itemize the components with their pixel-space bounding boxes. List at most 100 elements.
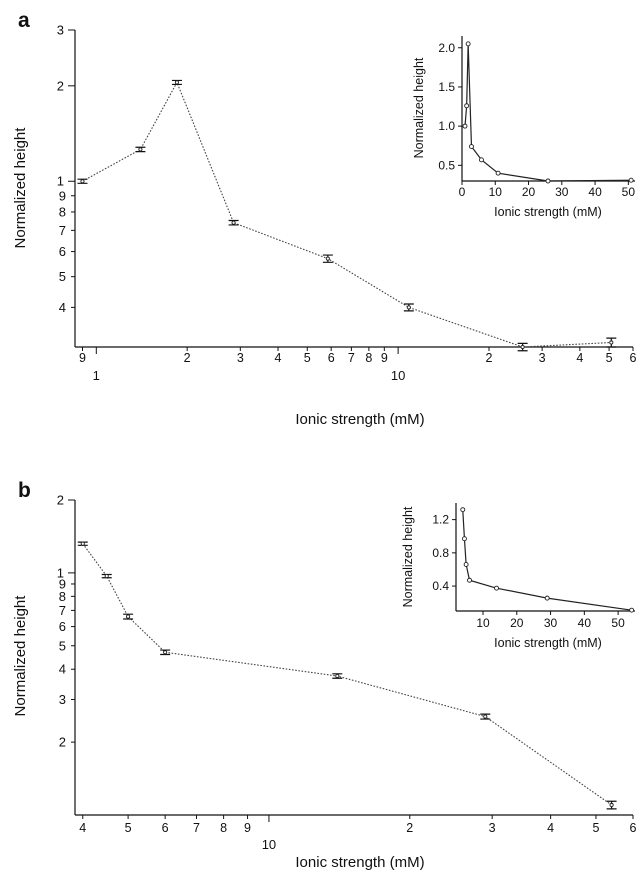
inset-y-axis-title: Normalized height	[412, 57, 426, 158]
x-minor-tick-label: 9	[381, 351, 388, 365]
inset-data-point	[463, 562, 469, 567]
inset-series-line	[462, 509, 632, 611]
x-major-tick-label: 1	[93, 368, 100, 383]
data-point	[80, 541, 85, 546]
inset-data-point	[462, 123, 468, 129]
data-point	[138, 147, 143, 152]
x-minor-tick-label: 6	[162, 821, 169, 835]
y-tick-label: 6	[59, 619, 66, 634]
inset-data-point	[461, 536, 467, 542]
data-point	[174, 80, 179, 85]
x-major-tick-label: 10	[391, 368, 405, 383]
inset-y-tick-label: 0.8	[432, 546, 449, 560]
inset-data-point	[495, 170, 501, 176]
inset-data-point	[460, 507, 466, 513]
inset-x-tick-label: 10	[476, 616, 490, 630]
inset-y-tick-label: 1.5	[438, 80, 455, 94]
data-point	[609, 340, 614, 345]
inset-y-tick-label: 1.0	[438, 119, 455, 133]
data-point	[231, 220, 236, 225]
inset-x-tick-label: 50	[622, 185, 636, 199]
inset-data-point	[628, 177, 634, 183]
y-axis-title: Normalized height	[12, 127, 29, 249]
inset-x-tick-label: 0	[459, 185, 466, 199]
data-point	[163, 650, 168, 655]
data-series-line	[82, 543, 612, 806]
y-tick-label: 1	[57, 565, 64, 580]
y-tick-label: 8	[59, 589, 66, 604]
data-point	[609, 802, 614, 808]
data-point	[104, 574, 109, 579]
inset-series-line	[464, 43, 632, 182]
x-minor-tick-label: 2	[184, 351, 191, 365]
inset-data-point	[545, 178, 551, 184]
y-tick-label: 7	[59, 223, 66, 238]
panel-b-inset-plot: 0.4 0.8 1.2 10 20 30 40 50 Ionic strength (mM) No…	[401, 503, 635, 650]
x-minor-tick-label: 6	[328, 351, 335, 365]
x-minor-tick-label: 7	[348, 351, 355, 365]
y-tick-label: 4	[59, 300, 66, 315]
x-minor-tick-label: 5	[606, 351, 613, 365]
x-minor-tick-label: 2	[486, 351, 493, 365]
y-tick-label: 7	[59, 603, 66, 618]
inset-data-point	[464, 103, 470, 109]
inset-x-tick-label: 40	[578, 616, 592, 630]
y-tick-label: 9	[59, 576, 66, 591]
inset-y-tick-label: 1.2	[432, 513, 449, 527]
inset-x-tick-label: 10	[489, 185, 503, 199]
x-minor-tick-label: 5	[592, 821, 599, 835]
x-minor-tick-label: 8	[365, 351, 372, 365]
inset-y-tick-label: 0.5	[438, 158, 455, 172]
y-tick-label: 9	[59, 188, 66, 203]
data-point	[406, 305, 411, 310]
data-point	[126, 614, 131, 619]
x-minor-tick-label: 6	[630, 351, 637, 365]
inset-y-axis-title: Normalized height	[401, 506, 415, 607]
y-tick-label: 3	[59, 692, 66, 707]
x-minor-tick-label: 9	[79, 351, 86, 365]
data-series-line	[82, 81, 612, 348]
x-minor-tick-label: 4	[547, 821, 554, 835]
y-axis-title: Normalized height	[12, 595, 29, 717]
y-tick-label: 2	[57, 78, 64, 93]
x-minor-tick-label: 3	[489, 821, 496, 835]
data-point	[483, 714, 488, 719]
x-minor-tick-label: 4	[275, 351, 282, 365]
x-axis-title: Ionic strength (mM)	[295, 411, 424, 428]
y-tick-label: 6	[59, 244, 66, 259]
x-minor-tick-label: 8	[220, 821, 227, 835]
inset-data-point	[479, 157, 484, 163]
inset-y-tick-label: 2.0	[438, 41, 455, 55]
panel-a-inset-plot: 0.5 1.0 1.5 2.0 0 10 20 30 40 50 Ionic strength (m…	[412, 36, 635, 219]
inset-x-tick-label: 30	[544, 616, 558, 630]
inset-data-point	[465, 41, 471, 47]
inset-x-tick-label: 20	[522, 185, 536, 199]
y-tick-label: 4	[59, 662, 66, 677]
data-point	[520, 344, 525, 350]
inset-y-tick-label: 0.4	[432, 579, 449, 593]
x-minor-tick-label: 7	[193, 821, 200, 835]
x-major-tick-label: 10	[262, 837, 276, 852]
x-minor-tick-label: 5	[125, 821, 132, 835]
x-minor-tick-label: 4	[576, 351, 583, 365]
y-tick-label: 8	[59, 204, 66, 219]
x-minor-tick-label: 3	[237, 351, 244, 365]
x-minor-tick-label: 9	[244, 821, 251, 835]
y-tick-label: 2	[57, 493, 64, 508]
inset-x-axis-title: Ionic strength (mM)	[494, 636, 602, 650]
x-axis-title: Ionic strength (mM)	[295, 854, 424, 871]
y-tick-label: 5	[59, 638, 66, 653]
panel-b-letter: b	[18, 479, 31, 502]
inset-x-tick-label: 40	[588, 185, 602, 199]
x-minor-tick-label: 2	[406, 821, 413, 835]
x-minor-tick-label: 5	[304, 351, 311, 365]
inset-data-point	[467, 577, 472, 583]
x-minor-tick-label: 6	[630, 821, 637, 835]
inset-x-tick-label: 20	[510, 616, 524, 630]
inset-x-axis-title: Ionic strength (mM)	[494, 205, 602, 219]
y-tick-label: 2	[59, 735, 66, 750]
